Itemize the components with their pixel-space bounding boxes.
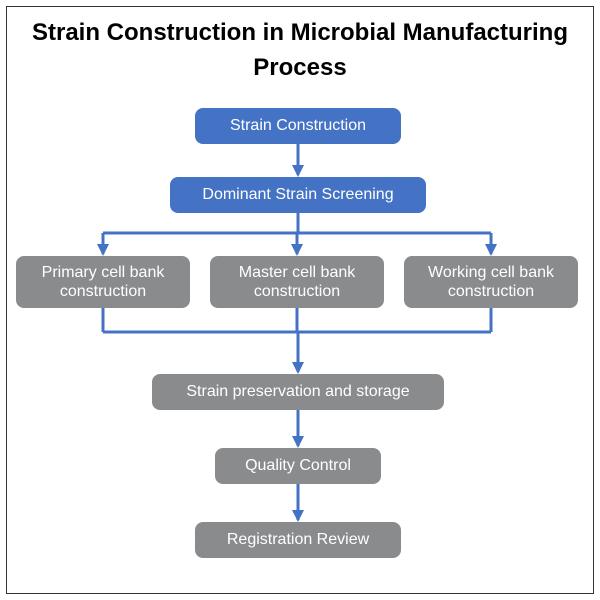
diagram-title: Strain Construction in Microbial Manufac… <box>0 16 600 86</box>
node-label: Dominant Strain Screening <box>202 185 393 204</box>
node-primary-cell-bank: Primary cell bank construction <box>16 256 190 308</box>
node-label: Strain Construction <box>230 116 366 135</box>
node-label: Primary cell bank construction <box>26 263 180 301</box>
node-working-cell-bank: Working cell bank construction <box>404 256 578 308</box>
node-strain-preservation: Strain preservation and storage <box>152 374 444 410</box>
node-label: Registration Review <box>227 530 369 549</box>
node-strain-construction: Strain Construction <box>195 108 401 144</box>
node-dominant-strain-screening: Dominant Strain Screening <box>170 177 426 213</box>
node-quality-control: Quality Control <box>215 448 381 484</box>
node-label: Strain preservation and storage <box>186 382 409 401</box>
node-registration-review: Registration Review <box>195 522 401 558</box>
node-master-cell-bank: Master cell bank construction <box>210 256 384 308</box>
node-label: Master cell bank construction <box>220 263 374 301</box>
node-label: Working cell bank construction <box>414 263 568 301</box>
node-label: Quality Control <box>245 456 351 475</box>
